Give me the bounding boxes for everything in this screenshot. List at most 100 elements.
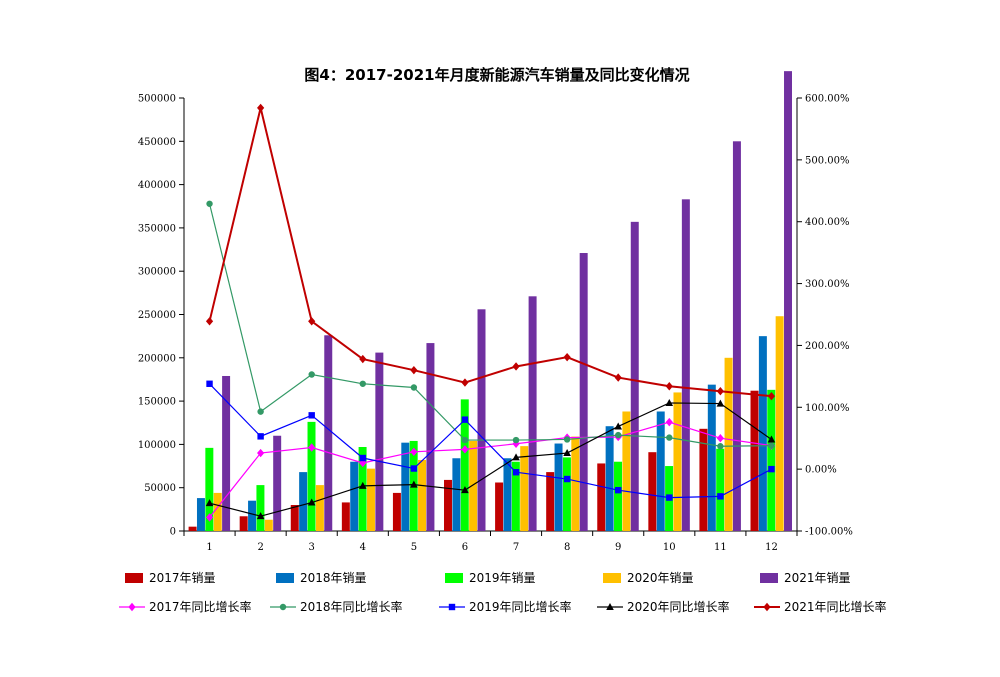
point-2018年同比增长率-11 (717, 443, 724, 450)
bar-2019年销量-3 (307, 421, 316, 531)
bar-2017年销量-5 (392, 492, 401, 531)
legend-item-2021年销量: 2021年销量 (760, 571, 851, 585)
legend-item-2019年销量: 2019年销量 (445, 571, 536, 585)
bar-2019年销量-9 (614, 461, 622, 531)
point-2019年同比增长率-8 (563, 475, 571, 483)
bar-2017年销量-4 (341, 502, 350, 531)
y-right-tick-label: -100.00% (805, 527, 853, 538)
bar-2020年销量-7 (520, 446, 529, 531)
point-2017年同比增长率-1 (205, 513, 214, 522)
bar-2021年销量-7 (528, 296, 537, 531)
y-right-tick-label: 400.00% (805, 217, 850, 228)
legend-swatch (276, 573, 294, 583)
bar-2018年销量-9 (605, 426, 614, 531)
point-2020年同比增长率-2 (256, 512, 265, 520)
point-2019年同比增长率-6 (461, 416, 469, 423)
lines (205, 103, 776, 522)
y-left-tick-label: 450000 (138, 137, 176, 148)
point-2021年同比增长率-2 (257, 103, 265, 113)
point-2020年同比增长率-5 (410, 480, 418, 488)
legend-item-2019年同比增长率: 2019年同比增长率 (439, 599, 572, 614)
legend-item-2017年销量: 2017年销量 (125, 571, 216, 585)
point-2019年同比增长率-4 (359, 454, 366, 462)
point-2017年同比增长率-5 (410, 447, 418, 457)
bar-2019年销量-1 (205, 447, 214, 531)
bar-2020年销量-8 (571, 436, 580, 531)
bar-2021年销量-8 (579, 253, 588, 531)
legend-label: 2018年销量 (300, 571, 367, 585)
y-left-tick-label: 250000 (138, 310, 176, 321)
legend-swatch (603, 573, 621, 583)
legend-swatch (760, 573, 778, 583)
bar-2021年销量-11 (732, 141, 741, 532)
bar-2017年销量-3 (290, 505, 299, 531)
y-right-tick-label: 600.00% (805, 94, 850, 105)
point-2018年同比增长率-5 (410, 384, 418, 391)
legend-marker (606, 603, 614, 610)
bar-2017年销量-6 (444, 479, 452, 531)
bar-2021年销量-12 (784, 71, 792, 532)
bar-2020年销量-1 (213, 492, 222, 531)
y-left-tick-label: 400000 (138, 180, 176, 191)
bar-2019年销量-8 (562, 457, 571, 531)
bar-2018年销量-8 (554, 443, 563, 531)
bar-2019年销量-12 (767, 389, 776, 531)
bar-2021年销量-10 (681, 199, 690, 531)
y-left-tick-label: 100000 (138, 440, 176, 451)
bars (188, 71, 792, 532)
bar-2017年销量-2 (239, 516, 248, 531)
bar-2021年销量-6 (477, 309, 486, 531)
x-tick-label: 9 (615, 542, 621, 553)
line-2020年同比增长率 (209, 402, 772, 517)
point-2020年同比增长率-8 (563, 449, 571, 457)
point-2021年同比增长率-4 (359, 354, 367, 364)
bar-2020年销量-2 (264, 519, 273, 531)
bar-2017年销量-11 (699, 428, 708, 531)
point-2019年同比增长率-12 (768, 465, 775, 473)
y-right-tick-label: 200.00% (805, 341, 850, 352)
bar-2018年销量-3 (299, 472, 308, 531)
point-2019年同比增长率-7 (512, 469, 520, 476)
bar-2017年销量-12 (750, 390, 759, 531)
point-2021年同比增长率-7 (512, 362, 520, 371)
point-2020年同比增长率-9 (614, 422, 623, 430)
y-right-tick-label: 0.00% (805, 465, 837, 476)
chart-title: 图4：2017-2021年月度新能源汽车销量及同比变化情况 (304, 66, 689, 84)
bar-2018年销量-5 (401, 442, 410, 531)
x-tick-label: 8 (564, 542, 570, 553)
line-2021年同比增长率 (208, 107, 772, 398)
point-2020年同比增长率-4 (358, 481, 367, 489)
legend: 2017年销量 2018年销量 2019年销量 2020年销量 2021年销量 2017年… (119, 571, 887, 614)
axes: 0500001000001500002000002500003000003500… (138, 94, 853, 554)
bar-2017年销量-10 (648, 452, 657, 531)
x-tick-label: 4 (360, 542, 366, 553)
point-2021年同比增长率-12 (767, 391, 776, 401)
legend-item-2017年同比增长率: 2017年同比增长率 (119, 599, 252, 614)
point-2019年同比增长率-9 (615, 486, 622, 494)
legend-marker (279, 603, 287, 611)
point-2019年同比增长率-11 (717, 493, 724, 500)
legend-swatch (445, 573, 463, 583)
y-left-tick-label: 200000 (138, 353, 176, 364)
point-2019年同比增长率-1 (206, 380, 213, 387)
point-2018年同比增长率-3 (308, 371, 315, 378)
point-2018年同比增长率-10 (666, 434, 673, 441)
bar-2017年销量-7 (495, 482, 504, 531)
y-left-tick-label: 350000 (138, 223, 176, 234)
point-2018年同比增长率-1 (206, 200, 213, 207)
point-2018年同比增长率-12 (768, 442, 775, 449)
x-tick-label: 11 (714, 542, 727, 553)
point-2018年同比增长率-4 (359, 380, 366, 387)
point-2020年同比增长率-11 (716, 399, 725, 407)
legend-marker (763, 602, 771, 612)
y-right-tick-label: 100.00% (805, 403, 850, 414)
legend-label: 2019年销量 (469, 571, 536, 585)
bar-2018年销量-7 (503, 458, 512, 531)
point-2019年同比增长率-5 (410, 465, 418, 472)
bar-2021年销量-1 (222, 375, 231, 531)
bar-2021年销量-2 (273, 435, 282, 531)
legend-label: 2021年销量 (784, 571, 851, 585)
point-2020年同比增长率-12 (767, 435, 776, 443)
legend-marker (128, 602, 136, 612)
